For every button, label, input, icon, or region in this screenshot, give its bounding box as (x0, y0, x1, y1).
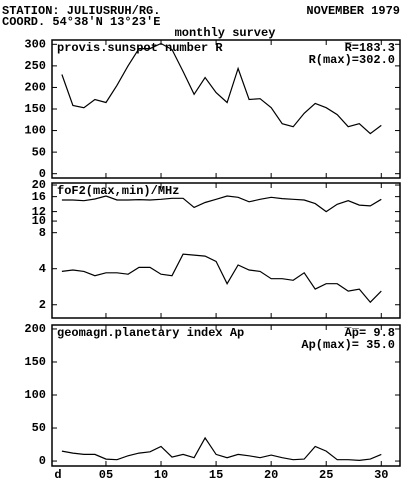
y-tick-label: 150 (24, 355, 46, 369)
panel-title: geomagn.planetary index Ap (57, 326, 244, 340)
y-tick-label: 12 (32, 205, 46, 219)
y-tick-label: 16 (32, 190, 46, 204)
y-tick-label: 10 (32, 214, 46, 228)
y-tick-label: 0 (39, 167, 46, 181)
y-tick-label: 200 (24, 81, 46, 95)
max-label: R(max)=302.0 (309, 53, 395, 67)
x-tick-label: 10 (154, 468, 168, 480)
y-tick-label: 300 (24, 37, 46, 51)
y-tick-label: 8 (39, 226, 46, 240)
x-tick-label: 30 (374, 468, 388, 480)
panel-frame (51, 182, 401, 319)
x-tick-label: 25 (319, 468, 333, 480)
coord: COORD. 54°38'N 13°23'E (2, 15, 160, 29)
station: STATION: JULIUSRUH/RG. (2, 4, 160, 18)
data-line (61, 195, 382, 213)
y-tick-label: 20 (32, 178, 46, 192)
y-tick-label: 50 (32, 421, 46, 435)
panel-title: foF2(max,min)/MHz (57, 184, 179, 198)
y-tick-label: 0 (39, 454, 46, 468)
x-tick-label: 15 (209, 468, 223, 480)
y-tick-label: 100 (24, 124, 46, 138)
max-label: Ap(max)= 35.0 (301, 338, 395, 352)
y-tick-label: 250 (24, 59, 46, 73)
y-tick-label: 50 (32, 145, 46, 159)
y-tick-label: 150 (24, 102, 46, 116)
y-tick-label: 2 (39, 298, 46, 312)
data-line (61, 436, 382, 462)
x-tick-label: 20 (264, 468, 278, 480)
subtitle: monthly survey (175, 26, 276, 40)
mean-label: A̅p̅= 9.8 (344, 326, 395, 340)
x-tick-label: 05 (99, 468, 113, 480)
mean-label: R̅=183.3 (344, 41, 395, 55)
y-tick-label: 100 (24, 388, 46, 402)
data-line (61, 253, 382, 304)
date: NOVEMBER 1979 (306, 4, 400, 18)
data-line (61, 42, 382, 135)
y-tick-label: 200 (24, 322, 46, 336)
x-label: d (54, 468, 61, 480)
y-tick-label: 4 (39, 262, 46, 276)
